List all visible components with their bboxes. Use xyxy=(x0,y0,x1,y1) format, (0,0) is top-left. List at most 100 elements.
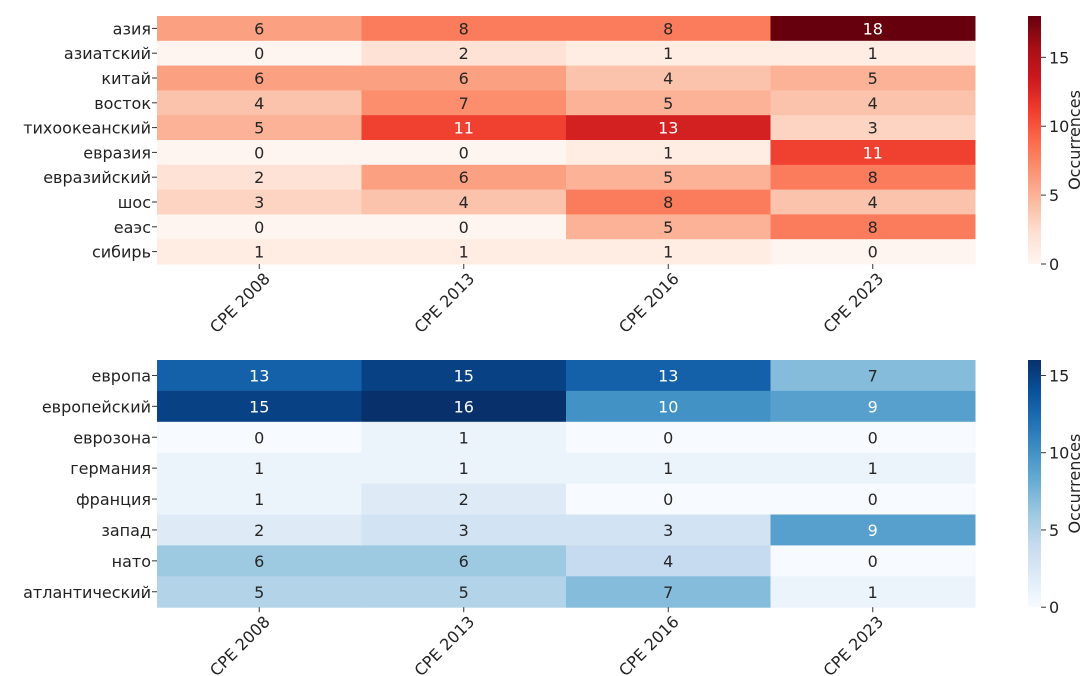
heatmap-cell xyxy=(157,452,362,485)
cell-value-label: 0 xyxy=(868,552,878,571)
colorbar-tick-label: 15 xyxy=(1049,48,1069,67)
colorbar xyxy=(1028,16,1041,264)
cell-value-label: 4 xyxy=(868,94,878,113)
heatmap-cell xyxy=(770,189,976,215)
heatmap-cell xyxy=(157,115,362,141)
cell-value-label: 0 xyxy=(459,143,469,162)
cell-value-label: 0 xyxy=(663,490,673,509)
heatmap-cell xyxy=(566,421,771,454)
colorbar-tick-label: 5 xyxy=(1049,186,1059,205)
heatmap-cell xyxy=(770,483,976,515)
heatmap-cell xyxy=(157,390,362,423)
cell-value-label: 1 xyxy=(663,44,673,63)
cell-value-label: 3 xyxy=(254,193,264,212)
heatmap-cell xyxy=(157,545,362,577)
cell-value-label: 0 xyxy=(868,490,878,509)
cell-value-label: 4 xyxy=(663,69,673,88)
column-label: CPE 2016 xyxy=(615,612,683,676)
heatmap-cell xyxy=(566,239,771,265)
heatmap-cell xyxy=(566,189,771,215)
heatmap-cell xyxy=(157,360,362,392)
cell-value-label: 5 xyxy=(868,69,878,88)
heatmap-cell xyxy=(770,16,976,42)
cell-value-label: 5 xyxy=(663,218,673,237)
row-label: еаэс xyxy=(114,218,151,237)
cell-value-label: 5 xyxy=(254,119,264,138)
heatmap-europe: 13 15 13 715 16 10 90 1 0 01 1 1 11 2 0 02 3 3 96 6 4 05 5 7 1ев… xyxy=(23,360,1084,676)
cell-value-label: 8 xyxy=(459,19,469,38)
cell-value-label: 7 xyxy=(459,94,469,113)
cell-value-label: 1 xyxy=(868,459,878,478)
heatmap-cell xyxy=(566,214,771,240)
row-label: атлантический xyxy=(23,583,151,602)
heatmap-cell xyxy=(566,483,771,515)
heatmap-cell xyxy=(157,421,362,454)
row-label: китай xyxy=(101,69,151,88)
cell-value-label: 9 xyxy=(868,521,878,540)
heatmap-cell xyxy=(361,140,567,166)
row-label: восток xyxy=(94,94,151,113)
column-label: CPE 2016 xyxy=(615,269,683,337)
cell-value-label: 0 xyxy=(254,428,264,447)
cell-value-label: 6 xyxy=(459,168,469,187)
heatmap-cell xyxy=(566,514,771,546)
heatmap-cell xyxy=(157,514,362,546)
row-label: евразия xyxy=(83,143,151,162)
cell-value-label: 9 xyxy=(868,397,878,416)
cell-value-label: 7 xyxy=(663,583,673,602)
heatmap-cell xyxy=(361,189,567,215)
cell-value-label: 2 xyxy=(459,490,469,509)
column-label: CPE 2013 xyxy=(411,269,479,337)
cell-value-label: 1 xyxy=(254,459,264,478)
cell-value-label: 6 xyxy=(254,19,264,38)
heatmap-cell xyxy=(157,40,362,67)
heatmap-cell xyxy=(566,140,771,166)
cell-value-label: 6 xyxy=(459,552,469,571)
heatmap-cell xyxy=(157,140,362,166)
cell-value-label: 1 xyxy=(254,490,264,509)
cell-value-label: 11 xyxy=(863,143,883,162)
cell-value-label: 0 xyxy=(868,428,878,447)
heatmap-cell xyxy=(566,545,771,577)
colorbar-tick-label: 10 xyxy=(1049,444,1069,463)
heatmap-cell xyxy=(566,90,771,116)
cell-value-label: 5 xyxy=(254,583,264,602)
column-label: CPE 2013 xyxy=(411,612,479,676)
heatmap-cell xyxy=(770,140,976,166)
heatmap-cell xyxy=(770,421,976,454)
cell-value-label: 0 xyxy=(254,143,264,162)
row-label: нато xyxy=(112,552,151,571)
cell-value-label: 5 xyxy=(459,583,469,602)
colorbar-title: Occurrences xyxy=(1065,90,1084,190)
heatmap-cell xyxy=(361,115,567,141)
cell-value-label: 3 xyxy=(459,521,469,540)
heatmap-cell xyxy=(361,421,567,454)
heatmap-cell xyxy=(361,390,567,423)
cell-value-label: 1 xyxy=(254,243,264,262)
cell-value-label: 8 xyxy=(868,218,878,237)
cell-value-label: 6 xyxy=(254,552,264,571)
cell-value-label: 11 xyxy=(454,119,474,138)
cell-value-label: 0 xyxy=(663,428,673,447)
cell-value-label: 6 xyxy=(459,69,469,88)
heatmap-cell xyxy=(157,90,362,116)
heatmap-cell xyxy=(770,164,976,191)
heatmap-cell xyxy=(770,40,976,67)
colorbar xyxy=(1028,360,1041,608)
heatmap-cell xyxy=(770,390,976,423)
cell-value-label: 8 xyxy=(663,19,673,38)
cell-value-label: 15 xyxy=(249,397,269,416)
heatmap-cell xyxy=(157,483,362,515)
cell-value-label: 1 xyxy=(868,44,878,63)
heatmap-cell xyxy=(770,545,976,577)
heatmap-cell xyxy=(770,576,976,608)
row-label: азиатский xyxy=(64,44,151,63)
cell-value-label: 16 xyxy=(454,397,474,416)
cell-value-label: 3 xyxy=(663,521,673,540)
row-label: еврозона xyxy=(73,428,151,447)
row-label: европейский xyxy=(42,397,151,416)
row-label: евразийский xyxy=(43,168,151,187)
heatmap-cell xyxy=(361,452,567,485)
heatmap-cell xyxy=(566,390,771,423)
